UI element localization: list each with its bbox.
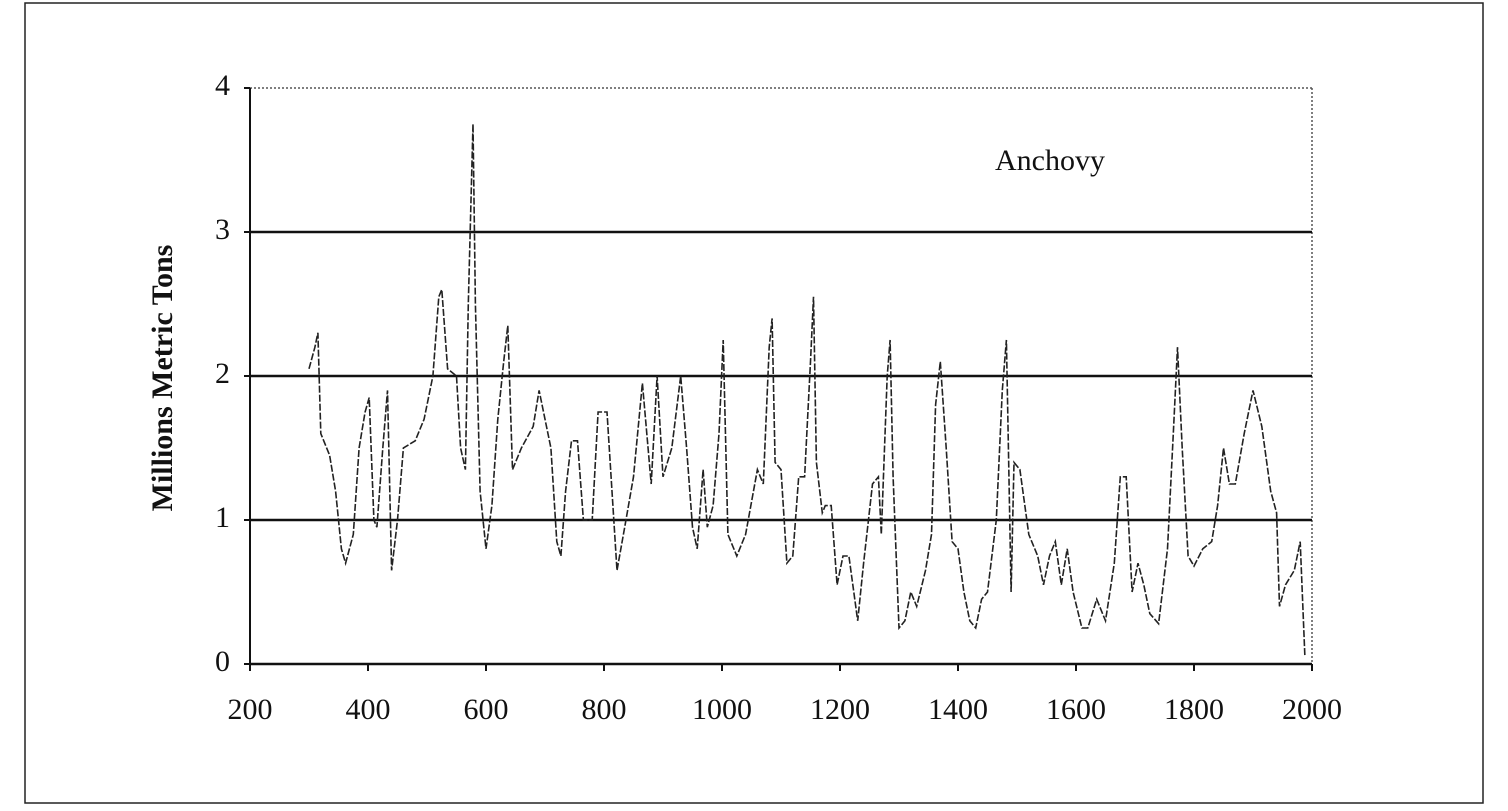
frame: [24, 2, 1484, 804]
y-tick-label: 0: [215, 645, 230, 678]
x-tick-label: 1200: [810, 693, 870, 726]
x-tick-label: 1400: [928, 693, 988, 726]
annotation: Anchovy: [995, 144, 1105, 177]
y-tick-label: 1: [215, 501, 230, 534]
x-tick-label: 1600: [1046, 693, 1106, 726]
y-tick-label: 2: [215, 357, 230, 390]
data-line: [308, 123, 1306, 657]
x-tick-label: 200: [228, 693, 273, 726]
y-axis-label: Millions Metric Tons: [146, 245, 179, 512]
x-tick-label: 2000: [1282, 693, 1342, 726]
y-tick-label: 3: [215, 213, 230, 246]
x-tick-label: 600: [464, 693, 509, 726]
y-tick-label: 4: [215, 69, 230, 102]
x-tick-label: 1800: [1164, 693, 1224, 726]
x-tick-label: 1000: [692, 693, 752, 726]
x-tick-label: 400: [346, 693, 391, 726]
x-tick-label: 800: [582, 693, 627, 726]
